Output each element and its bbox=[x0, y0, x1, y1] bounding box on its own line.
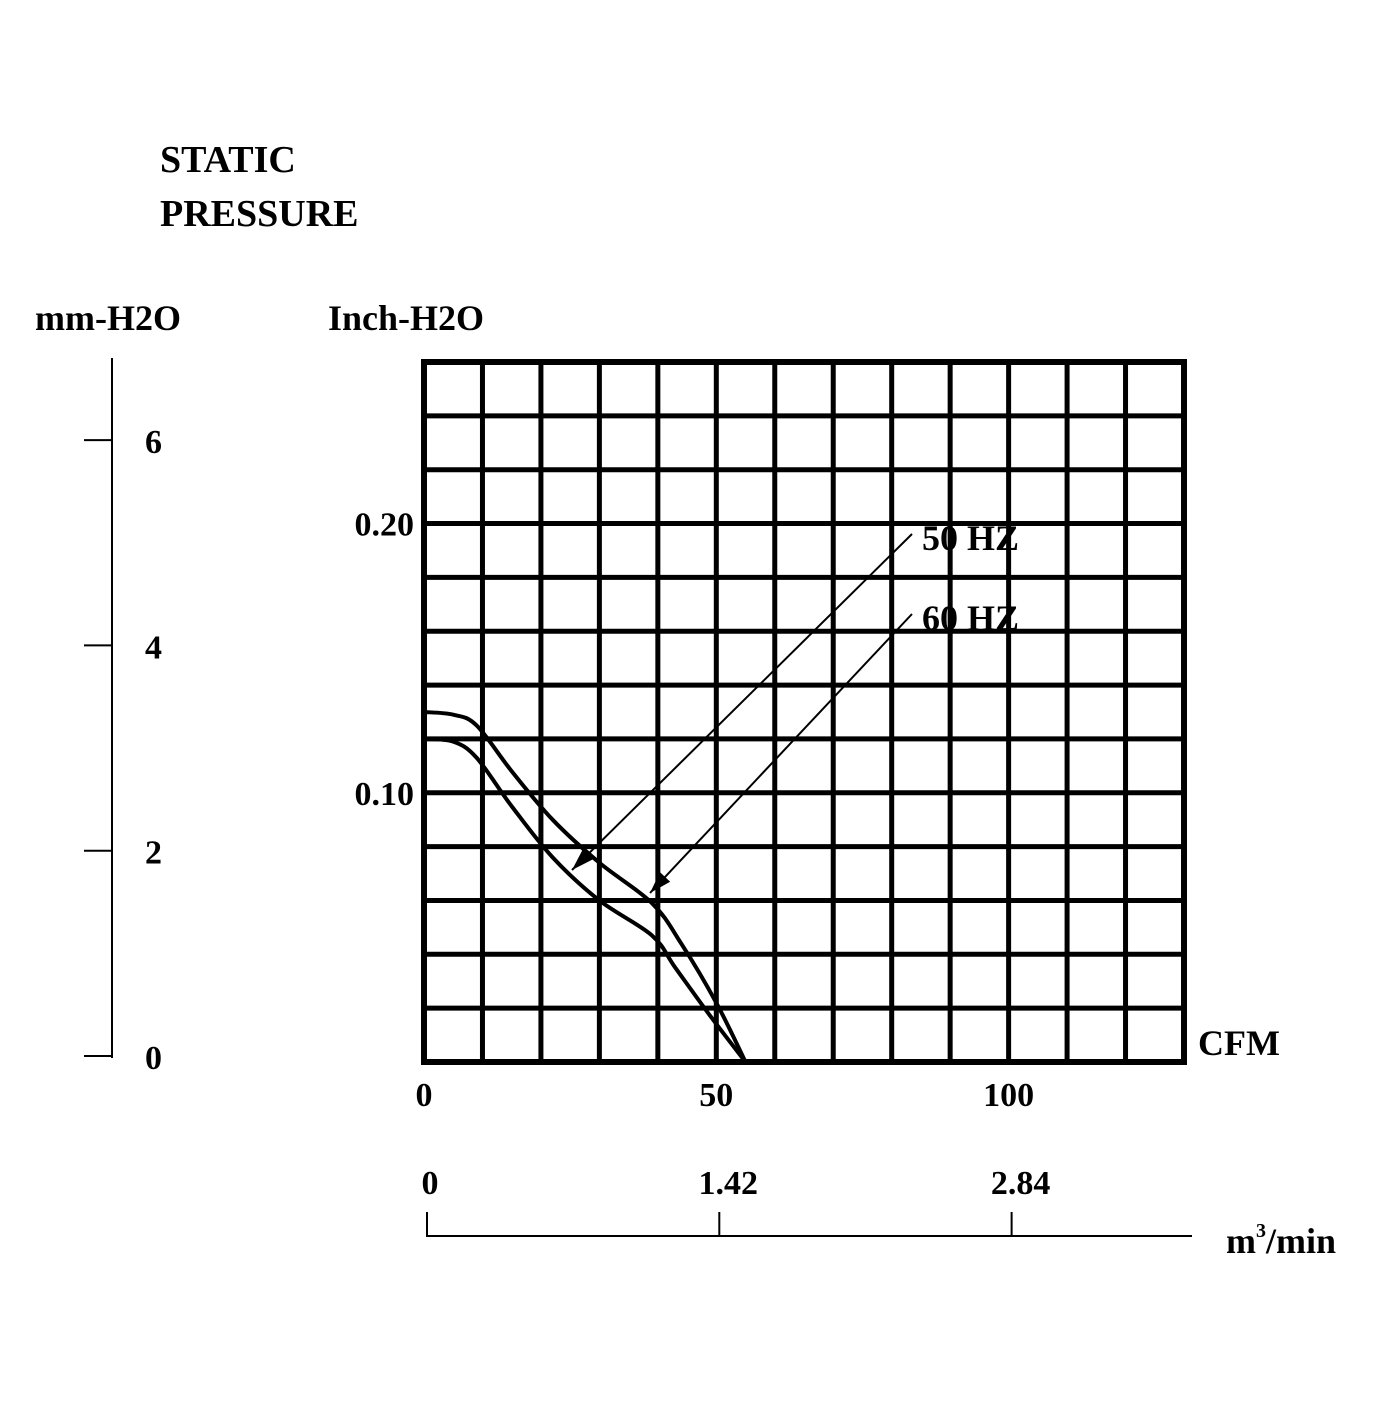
chart-title-line-2: PRESSURE bbox=[160, 193, 359, 235]
left-axis-tick-label: 4 bbox=[145, 629, 162, 666]
x-tick-label: 50 bbox=[699, 1077, 733, 1114]
secondary-x-axis: 0 1.42 2.84 bbox=[422, 1165, 1192, 1237]
left-axis-tick-label: 2 bbox=[145, 835, 162, 872]
series-leader-line-60-hz bbox=[649, 613, 913, 894]
y-tick-label: 0.20 bbox=[355, 507, 415, 544]
grid bbox=[424, 362, 1184, 1062]
plot-frame bbox=[421, 359, 1187, 1065]
x-axis-unit-label: CFM bbox=[1198, 1023, 1280, 1063]
x-tick-labels: 0 50 100 bbox=[416, 1077, 1035, 1114]
series-arrowhead-50-hz bbox=[572, 849, 593, 870]
series-line-50-hz bbox=[423, 736, 748, 1064]
series bbox=[423, 710, 748, 1064]
left-axis-unit-label: mm-H2O bbox=[35, 298, 181, 338]
left-axis-tick-label: 0 bbox=[145, 1040, 162, 1077]
y-axis-unit-label: Inch-H2O bbox=[328, 298, 484, 338]
y-tick-label: 0.10 bbox=[355, 776, 415, 813]
series-arrowhead-60-hz bbox=[650, 872, 671, 893]
left-axis: 0 2 4 6 bbox=[84, 358, 162, 1077]
chart-title-line-1: STATIC bbox=[160, 139, 296, 181]
secondary-x-axis-tick-label: 1.42 bbox=[699, 1165, 759, 1202]
series-line-60-hz bbox=[423, 710, 748, 1063]
series-labels: 50 HZ 60 HZ bbox=[571, 518, 1019, 894]
left-axis-tick-label: 6 bbox=[145, 424, 162, 461]
x-tick-label: 0 bbox=[416, 1077, 433, 1114]
series-label-50-hz: 50 HZ bbox=[922, 518, 1019, 558]
series-leader-line-50-hz bbox=[571, 533, 913, 871]
y-tick-labels: 0.10 0.20 bbox=[355, 507, 415, 813]
secondary-x-axis-tick-label: 2.84 bbox=[991, 1165, 1051, 1202]
x-tick-label: 100 bbox=[983, 1077, 1034, 1114]
secondary-x-axis-unit-label: m3/min bbox=[1226, 1220, 1336, 1261]
secondary-x-axis-tick-label: 0 bbox=[422, 1165, 439, 1202]
series-label-60-hz: 60 HZ bbox=[922, 598, 1019, 638]
